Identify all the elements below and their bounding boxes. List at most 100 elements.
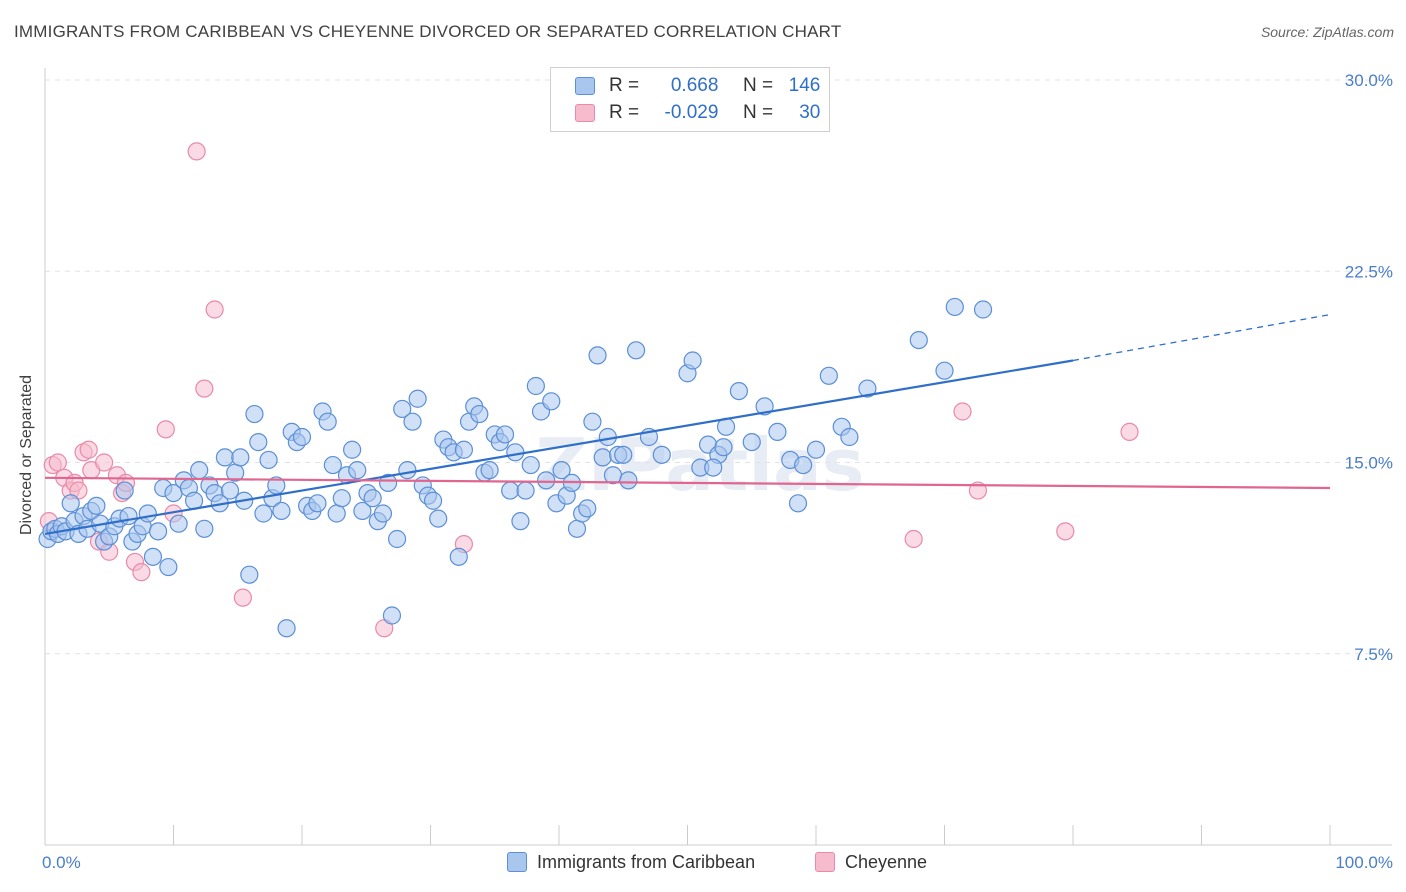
- y-tick-label: 15.0%: [1345, 454, 1393, 473]
- legend-text: R = 0.668 N = 146: [609, 75, 820, 97]
- series-legend-cheyenne: Cheyenne: [815, 852, 927, 873]
- caribbean-point: [652, 445, 671, 464]
- r-label: R =: [609, 75, 640, 96]
- caribbean-point: [619, 471, 638, 490]
- series-swatch-pink: [815, 852, 835, 872]
- caribbean-point: [516, 481, 535, 500]
- caribbean-point: [408, 389, 427, 408]
- caribbean-point: [578, 499, 597, 518]
- chart-title: IMMIGRANTS FROM CARIBBEAN VS CHEYENNE DI…: [14, 22, 842, 41]
- caribbean-point: [840, 427, 859, 447]
- caribbean-point: [593, 448, 612, 467]
- caribbean-point: [277, 619, 296, 638]
- caribbean-point: [327, 504, 346, 523]
- caribbean-point: [449, 547, 468, 566]
- n-label: N =: [742, 75, 774, 96]
- caribbean-point: [552, 461, 571, 480]
- caribbean-point: [454, 440, 474, 459]
- caribbean-point: [704, 458, 723, 477]
- caribbean-point: [495, 425, 515, 444]
- caribbean-point: [382, 606, 402, 625]
- caribbean-point: [231, 448, 250, 467]
- caribbean-point: [755, 397, 774, 416]
- caribbean-point: [61, 494, 80, 513]
- caribbean-point: [195, 519, 214, 538]
- caribbean-point: [348, 461, 367, 480]
- caribbean-point: [521, 455, 540, 475]
- caribbean-point: [143, 547, 163, 566]
- caribbean-point: [119, 506, 138, 526]
- caribbean-point: [806, 440, 826, 459]
- caribbean-point: [240, 565, 259, 584]
- caribbean-point: [393, 399, 412, 419]
- caribbean-point: [318, 412, 337, 431]
- caribbean-point: [308, 494, 327, 513]
- caribbean-point: [858, 379, 877, 398]
- caribbean-point: [945, 297, 964, 317]
- cheyenne-point: [132, 563, 151, 582]
- caribbean-point: [387, 529, 407, 549]
- y-tick-label: 22.5%: [1345, 262, 1393, 281]
- stats-legend: R = 0.668 N = 146 R = -0.029 N = 30: [550, 67, 830, 132]
- caribbean-point: [292, 427, 312, 447]
- r-label: R =: [609, 102, 640, 123]
- caribbean-point: [511, 512, 530, 531]
- caribbean-trend-extension: [1072, 313, 1331, 362]
- caribbean-point: [742, 433, 761, 452]
- axes: [44, 68, 1392, 846]
- caribbean-point: [935, 361, 954, 380]
- caribbean-point: [788, 494, 808, 513]
- caribbean-point: [614, 445, 633, 464]
- cheyenne-point: [1120, 422, 1139, 441]
- cheyenne-point: [156, 420, 175, 439]
- x-tick-label-max: 100.0%: [1335, 853, 1393, 872]
- caribbean-point: [819, 366, 838, 385]
- caribbean-point: [215, 448, 234, 467]
- caribbean-point: [480, 461, 499, 480]
- cheyenne-point: [187, 142, 206, 161]
- caribbean-point: [567, 519, 587, 538]
- caribbean-point: [323, 455, 342, 475]
- cheyenne-point: [79, 440, 98, 459]
- caribbean-point: [683, 351, 702, 370]
- cheyenne-point: [205, 300, 224, 319]
- caribbean-point: [138, 504, 157, 523]
- caribbean-point: [363, 489, 382, 508]
- cheyenne-point: [953, 402, 972, 421]
- caribbean-point: [583, 412, 602, 431]
- caribbean-point: [353, 501, 372, 521]
- series-name: Immigrants from Caribbean: [537, 852, 756, 872]
- trend-lines: [44, 313, 1331, 535]
- legend-swatch-blue: [575, 77, 595, 95]
- n-label: N =: [742, 102, 774, 123]
- caribbean-point: [794, 455, 813, 475]
- caribbean-point: [190, 461, 209, 480]
- n-value: 30: [799, 102, 821, 123]
- caribbean-point: [768, 422, 787, 441]
- y-tick-label: 30.0%: [1345, 71, 1393, 90]
- series-name: Cheyenne: [845, 852, 928, 872]
- caribbean-point: [973, 300, 993, 319]
- caribbean-point: [501, 481, 520, 500]
- caribbean-point: [537, 471, 556, 490]
- caribbean-point: [332, 489, 351, 508]
- cheyenne-point: [48, 453, 67, 472]
- caribbean-point: [373, 504, 393, 523]
- y-tick-label: 7.5%: [1354, 645, 1393, 664]
- caribbean-point: [470, 404, 489, 424]
- caribbean-point: [429, 509, 448, 528]
- caribbean-point: [423, 491, 443, 510]
- source-note: Source: ZipAtlas.com: [1260, 24, 1394, 40]
- caribbean-point: [403, 412, 422, 431]
- caribbean-point: [115, 481, 134, 500]
- caribbean-point: [148, 522, 168, 541]
- cheyenne-point: [233, 588, 252, 607]
- r-value: -0.029: [664, 102, 719, 123]
- x-tick-label-min: 0.0%: [42, 853, 81, 872]
- caribbean-point: [259, 450, 278, 470]
- cheyenne-point: [1056, 522, 1075, 541]
- r-value: 0.668: [670, 75, 719, 96]
- series-swatch-blue: [507, 852, 527, 872]
- caribbean-point: [378, 473, 398, 492]
